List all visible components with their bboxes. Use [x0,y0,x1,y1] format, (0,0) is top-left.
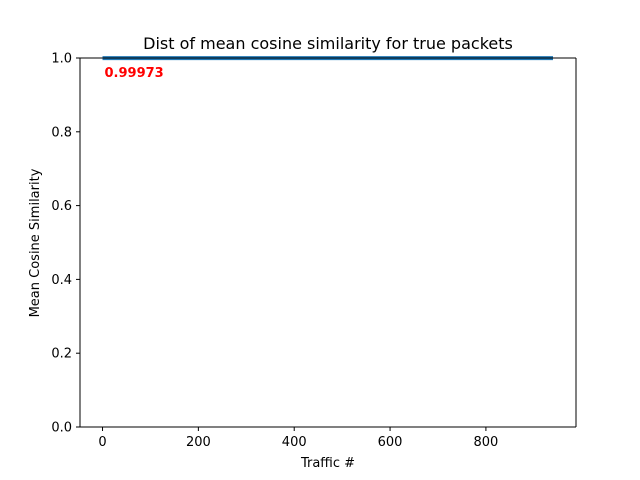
y-tick-label: 0.4 [51,273,72,288]
plot-area: 0 200 400 600 800 0.0 0.2 0.4 0.6 0.8 1.0 0.99973 [51,52,577,450]
x-tick-label: 200 [186,435,211,450]
x-tick-label: 800 [473,435,498,450]
value-annotation: 0.99973 [105,66,164,81]
y-tick-label: 0.6 [51,199,72,214]
y-tick-label: 0.0 [51,421,72,436]
chart-title: Dist of mean cosine similarity for true … [143,34,513,53]
x-tick-label: 600 [378,435,403,450]
x-axis-title: Traffic # [300,456,355,471]
y-tick-label: 1.0 [51,52,72,67]
y-tick-label: 0.8 [51,125,72,140]
x-tick-label: 400 [282,435,307,450]
x-tick-label: 0 [98,435,106,450]
y-axis-title: Mean Cosine Similarity [28,168,43,317]
y-tick-label: 0.2 [51,347,72,362]
